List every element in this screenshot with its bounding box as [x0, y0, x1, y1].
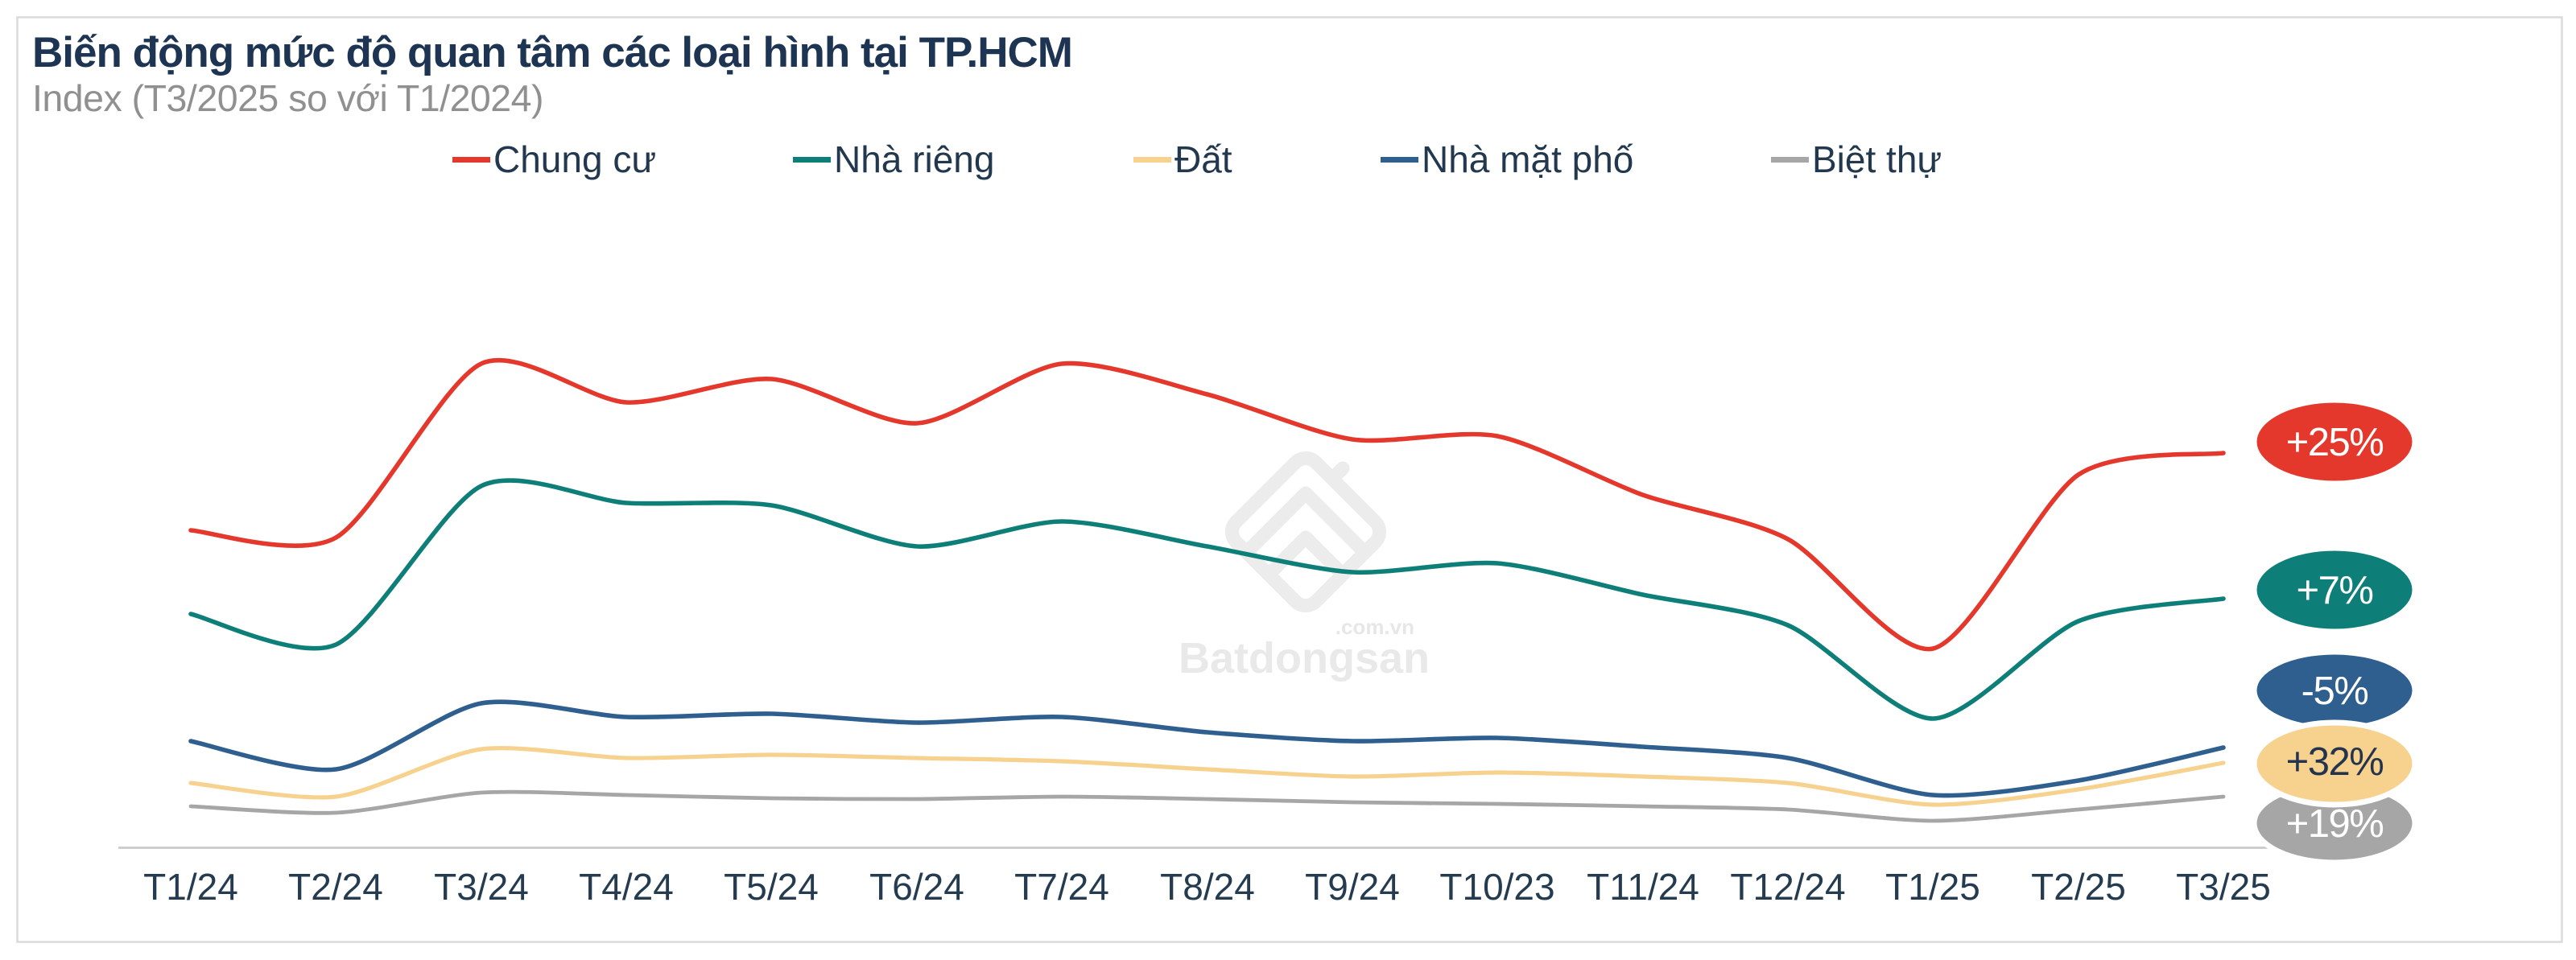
svg-text:T8/24: T8/24: [1160, 866, 1255, 908]
svg-text:Nhà mặt phố: Nhà mặt phố: [1422, 138, 1633, 180]
svg-text:Biệt thự: Biệt thự: [1812, 138, 1942, 180]
svg-text:+19%: +19%: [2286, 802, 2384, 846]
svg-text:T7/24: T7/24: [1014, 866, 1109, 908]
svg-text:Batdongsan: Batdongsan: [1179, 634, 1430, 682]
svg-text:+32%: +32%: [2286, 740, 2384, 784]
svg-text:+25%: +25%: [2286, 421, 2384, 464]
svg-text:T12/24: T12/24: [1730, 866, 1845, 908]
svg-text:T6/24: T6/24: [869, 866, 964, 908]
svg-text:Đất: Đất: [1174, 138, 1232, 180]
svg-text:Index (T3/2025 so với T1/2024): Index (T3/2025 so với T1/2024): [32, 77, 543, 119]
svg-text:Chung cư: Chung cư: [493, 138, 656, 180]
svg-text:T1/25: T1/25: [1885, 866, 1980, 908]
svg-text:-5%: -5%: [2301, 670, 2368, 713]
svg-text:T10/23: T10/23: [1439, 866, 1554, 908]
svg-text:T9/24: T9/24: [1305, 866, 1400, 908]
svg-text:T3/25: T3/25: [2176, 866, 2271, 908]
svg-text:T4/24: T4/24: [579, 866, 674, 908]
svg-text:T2/25: T2/25: [2031, 866, 2126, 908]
svg-text:T1/24: T1/24: [143, 866, 238, 908]
svg-text:+7%: +7%: [2297, 569, 2373, 612]
svg-text:T11/24: T11/24: [1587, 866, 1699, 908]
svg-text:T3/24: T3/24: [434, 866, 529, 908]
svg-text:Nhà riêng: Nhà riêng: [834, 138, 994, 180]
svg-text:T5/24: T5/24: [724, 866, 819, 908]
svg-text:.com.vn: .com.vn: [1335, 615, 1414, 639]
svg-text:Biến động mức độ quan tâm các: Biến động mức độ quan tâm các loại hình …: [32, 29, 1072, 76]
svg-text:T2/24: T2/24: [288, 866, 383, 908]
